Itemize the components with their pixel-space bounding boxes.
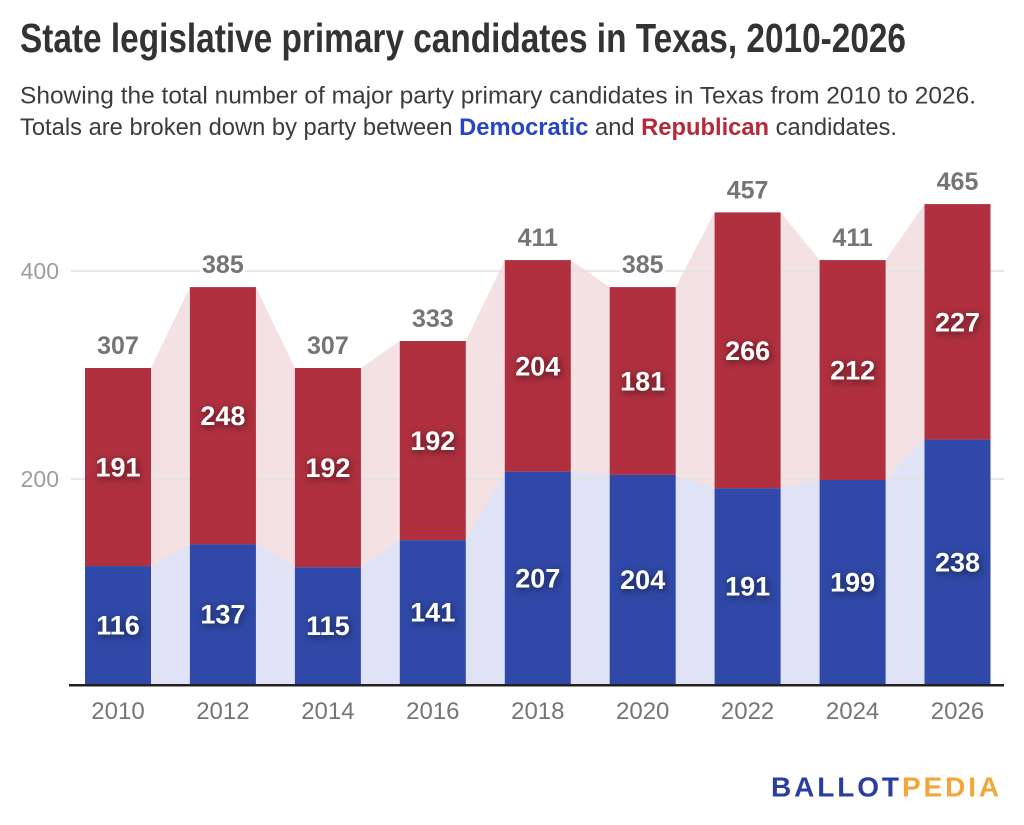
svg-text:115: 115 bbox=[306, 611, 350, 641]
svg-text:137: 137 bbox=[200, 600, 245, 630]
svg-text:191: 191 bbox=[725, 572, 770, 602]
svg-text:200: 200 bbox=[21, 466, 59, 492]
svg-text:2016: 2016 bbox=[406, 698, 459, 725]
svg-text:192: 192 bbox=[305, 453, 350, 483]
svg-text:248: 248 bbox=[200, 401, 245, 431]
svg-text:2022: 2022 bbox=[721, 698, 774, 725]
svg-text:2024: 2024 bbox=[826, 698, 879, 725]
svg-text:192: 192 bbox=[410, 426, 455, 456]
svg-text:411: 411 bbox=[518, 224, 558, 252]
svg-text:227: 227 bbox=[935, 307, 980, 337]
svg-text:266: 266 bbox=[725, 336, 770, 366]
svg-text:204: 204 bbox=[515, 351, 560, 381]
svg-text:457: 457 bbox=[727, 176, 769, 204]
svg-text:2018: 2018 bbox=[511, 698, 564, 725]
svg-text:385: 385 bbox=[202, 251, 244, 279]
svg-text:2014: 2014 bbox=[301, 698, 354, 725]
svg-text:204: 204 bbox=[620, 565, 665, 595]
svg-text:2010: 2010 bbox=[91, 698, 144, 725]
svg-text:191: 191 bbox=[95, 453, 140, 483]
svg-text:238: 238 bbox=[935, 547, 980, 577]
svg-text:199: 199 bbox=[830, 568, 875, 598]
svg-text:State legislative primary cand: State legislative primary candidates in … bbox=[20, 15, 906, 61]
svg-text:116: 116 bbox=[96, 611, 140, 641]
svg-text:465: 465 bbox=[937, 168, 979, 196]
svg-text:Showing the total number of ma: Showing the total number of major party … bbox=[20, 83, 976, 110]
svg-text:400: 400 bbox=[21, 258, 59, 284]
svg-text:333: 333 bbox=[412, 305, 454, 333]
svg-text:Totals are broken down by part: Totals are broken down by party between … bbox=[20, 114, 897, 141]
svg-text:212: 212 bbox=[830, 356, 875, 386]
svg-text:2012: 2012 bbox=[196, 698, 249, 725]
svg-text:BALLOTPEDIA: BALLOTPEDIA bbox=[771, 772, 1002, 803]
svg-text:307: 307 bbox=[97, 332, 139, 360]
svg-text:2026: 2026 bbox=[931, 698, 984, 725]
svg-text:385: 385 bbox=[622, 251, 664, 279]
svg-text:411: 411 bbox=[832, 224, 872, 252]
svg-text:141: 141 bbox=[410, 598, 455, 628]
svg-text:181: 181 bbox=[620, 367, 665, 397]
svg-text:2020: 2020 bbox=[616, 698, 669, 725]
svg-text:307: 307 bbox=[307, 332, 349, 360]
svg-text:207: 207 bbox=[515, 563, 560, 593]
